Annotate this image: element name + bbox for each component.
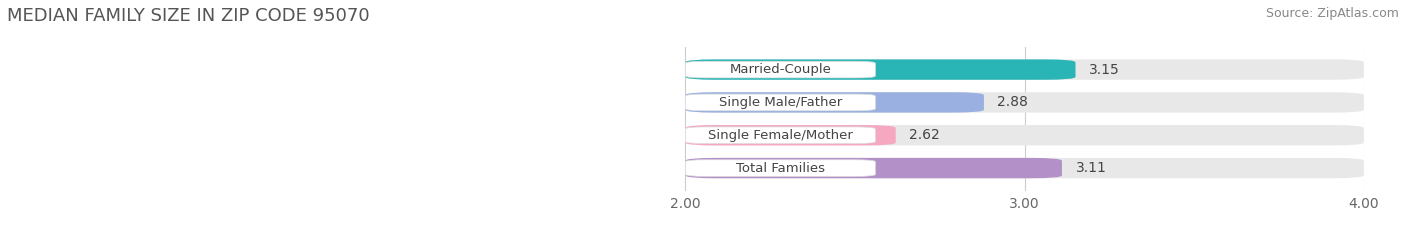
FancyBboxPatch shape xyxy=(686,160,876,176)
FancyBboxPatch shape xyxy=(686,158,1364,178)
Text: Total Families: Total Families xyxy=(735,161,825,175)
Text: 3.11: 3.11 xyxy=(1076,161,1107,175)
FancyBboxPatch shape xyxy=(686,92,984,113)
FancyBboxPatch shape xyxy=(686,92,1364,113)
FancyBboxPatch shape xyxy=(686,61,876,78)
FancyBboxPatch shape xyxy=(686,125,1364,145)
FancyBboxPatch shape xyxy=(686,125,896,145)
Text: 2.62: 2.62 xyxy=(910,128,941,142)
FancyBboxPatch shape xyxy=(686,127,876,144)
Text: 2.88: 2.88 xyxy=(997,96,1028,110)
Text: 3.15: 3.15 xyxy=(1090,63,1119,77)
Text: Source: ZipAtlas.com: Source: ZipAtlas.com xyxy=(1265,7,1399,20)
Text: Single Male/Father: Single Male/Father xyxy=(718,96,842,109)
Text: MEDIAN FAMILY SIZE IN ZIP CODE 95070: MEDIAN FAMILY SIZE IN ZIP CODE 95070 xyxy=(7,7,370,25)
FancyBboxPatch shape xyxy=(686,94,876,111)
FancyBboxPatch shape xyxy=(686,59,1364,80)
FancyBboxPatch shape xyxy=(686,59,1076,80)
Text: Single Female/Mother: Single Female/Mother xyxy=(709,129,853,142)
Text: Married-Couple: Married-Couple xyxy=(730,63,831,76)
FancyBboxPatch shape xyxy=(686,158,1062,178)
